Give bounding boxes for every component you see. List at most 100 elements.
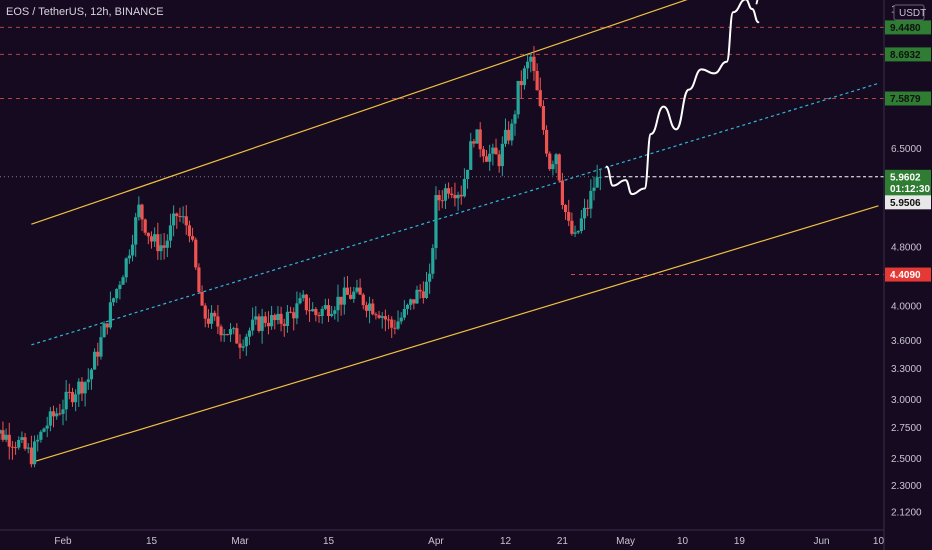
candle-body	[507, 129, 511, 141]
candle-body	[266, 322, 271, 327]
candle-body	[13, 447, 18, 449]
price-tick-label: 6.5000	[891, 144, 922, 155]
candle-body	[285, 311, 290, 326]
candle-body	[143, 219, 147, 233]
candle-body	[535, 70, 539, 91]
candle-body	[288, 311, 293, 313]
price-tick-label: 3.6000	[891, 336, 922, 347]
candle-body	[570, 220, 574, 234]
candle-body	[156, 234, 160, 252]
candle-body	[314, 309, 318, 316]
candle-body	[428, 273, 432, 282]
candle-body	[17, 440, 21, 448]
price-tag-label: 4.4090	[890, 270, 921, 281]
candle-body	[409, 299, 413, 305]
candle-body	[510, 123, 514, 141]
candle-body	[374, 314, 378, 316]
candle-body	[538, 90, 542, 106]
candle-body	[412, 299, 416, 304]
candle-body	[251, 319, 255, 331]
candle-body	[595, 177, 599, 188]
price-axis: 106.50004.80004.00003.60003.30003.00002.…	[883, 0, 926, 550]
candle-body	[456, 194, 460, 199]
candle-body	[86, 379, 90, 383]
candle-body	[187, 225, 192, 237]
candle-body	[276, 313, 280, 321]
price-tick-label: 3.0000	[891, 395, 922, 406]
candle-body	[491, 147, 495, 154]
candle-body	[108, 302, 113, 328]
candle-body	[200, 292, 204, 306]
candle-body	[377, 315, 381, 318]
candle-body	[484, 156, 489, 162]
candle-body	[582, 207, 587, 219]
candle-body	[494, 147, 498, 155]
candle-body	[70, 392, 75, 403]
price-tick-label: 2.1200	[891, 508, 922, 519]
time-tick-label: Mar	[231, 536, 249, 547]
candle-body	[165, 240, 169, 248]
candle-body	[124, 258, 128, 278]
candle-body	[481, 149, 485, 157]
candle-body	[472, 141, 476, 144]
candle-body	[127, 255, 131, 259]
candle-body	[349, 294, 353, 299]
candle-body	[121, 277, 125, 285]
candle-body	[551, 164, 555, 170]
candle-body	[526, 61, 530, 69]
chart-title: EOS / TetherUS, 12h, BINANCE	[6, 6, 164, 18]
candle-body	[29, 447, 33, 465]
candle-body	[330, 313, 334, 317]
time-tick-label: 15	[146, 536, 158, 547]
candle-body	[437, 195, 441, 201]
time-tick-label: Jun	[814, 536, 830, 547]
candle-body	[102, 323, 106, 338]
price-tick-label: 2.7500	[891, 423, 922, 434]
candle-body	[118, 284, 122, 290]
candle-body	[361, 294, 365, 306]
candle-body	[516, 80, 520, 115]
candle-body	[418, 289, 422, 292]
candle-body	[541, 105, 546, 130]
candle-body	[465, 169, 470, 179]
candle-body	[55, 413, 59, 417]
candle-body	[232, 328, 236, 330]
currency-label: USDT	[899, 8, 926, 19]
price-tick-label: 4.8000	[891, 243, 922, 254]
candle-body	[573, 232, 577, 234]
candle-body	[519, 80, 523, 86]
candle-body	[93, 351, 97, 370]
candle-body	[503, 129, 508, 144]
candle-body	[260, 316, 264, 331]
candle-body	[32, 441, 37, 465]
candle-body	[282, 323, 286, 326]
candle-body	[301, 294, 305, 299]
price-tick-label: 3.3000	[891, 364, 922, 375]
price-level-lines	[0, 26, 884, 276]
candle-body	[244, 336, 248, 347]
candle-body	[96, 351, 100, 357]
candle-body	[257, 316, 261, 331]
candle-body	[190, 236, 195, 240]
time-tick-label: 15	[323, 536, 335, 547]
candles	[0, 46, 602, 468]
candle-body	[279, 313, 283, 324]
candle-body	[386, 319, 391, 321]
candle-body	[298, 298, 302, 304]
candle-body	[393, 327, 397, 329]
candle-body	[80, 381, 84, 394]
candle-body	[273, 315, 277, 321]
projection-drawing	[605, 0, 760, 196]
time-tick-label: 12	[500, 536, 512, 547]
channel-upper-line	[31, 0, 688, 225]
price-tag-bg	[885, 91, 931, 106]
candle-body	[219, 326, 223, 336]
candle-body	[500, 143, 504, 167]
candle-body	[589, 190, 593, 209]
time-tick-label: 19	[734, 536, 746, 547]
candle-body	[184, 216, 188, 226]
candle-body	[42, 428, 46, 432]
candle-body	[74, 394, 78, 403]
candle-body	[140, 204, 144, 220]
